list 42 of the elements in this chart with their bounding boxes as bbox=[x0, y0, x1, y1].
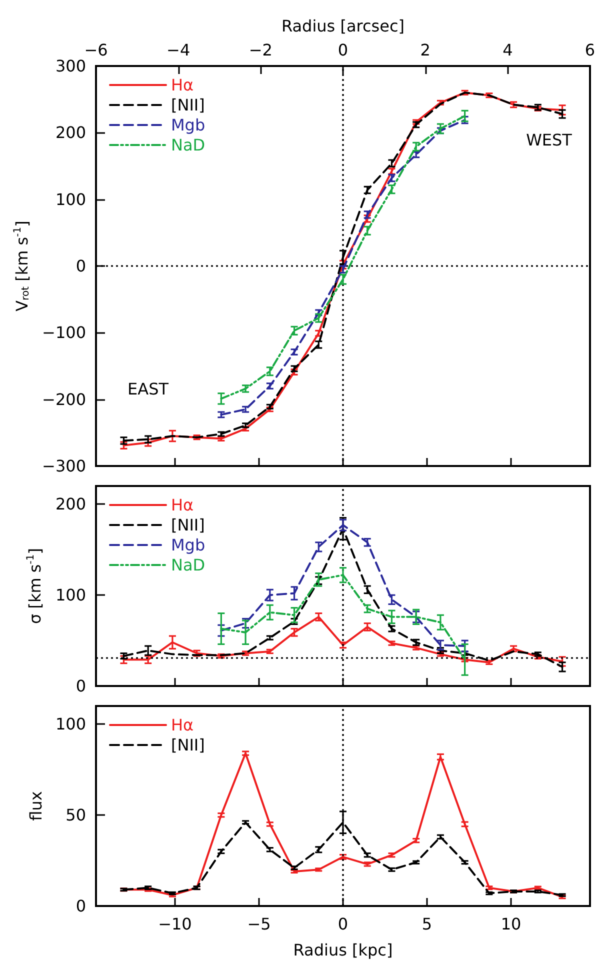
x2-tick-label: 6 bbox=[584, 40, 596, 60]
legend-label: Mgb bbox=[171, 116, 206, 134]
y-tick-label: 200 bbox=[55, 494, 86, 514]
legend-label: Hα bbox=[171, 76, 194, 94]
x-tick-label: −5 bbox=[247, 914, 271, 934]
legend-label: Mgb bbox=[171, 536, 206, 554]
y-axis-title: flux bbox=[26, 791, 46, 821]
y-tick-label: 100 bbox=[55, 586, 86, 605]
y-tick-label: −200 bbox=[42, 390, 86, 409]
annotation: EAST bbox=[128, 380, 169, 398]
y-tick-label: 200 bbox=[55, 123, 86, 142]
x-tick-label: 0 bbox=[338, 914, 348, 934]
y-tick-label: 50 bbox=[66, 806, 86, 825]
x-tick-label: 10 bbox=[500, 914, 522, 934]
y-tick-label: 0 bbox=[76, 676, 86, 696]
legend-label: [NII] bbox=[171, 516, 205, 534]
y-tick-label: −300 bbox=[42, 456, 86, 476]
x-tick-label: 5 bbox=[422, 914, 432, 934]
x2-tick-label: −2 bbox=[248, 40, 272, 60]
x-tick-label: −10 bbox=[158, 914, 192, 934]
x2-tick-label: 0 bbox=[338, 40, 348, 60]
x2-tick-label: 2 bbox=[420, 40, 430, 60]
legend-label: [NII] bbox=[171, 96, 205, 114]
legend-label: [NII] bbox=[171, 736, 205, 754]
legend-label: Hα bbox=[171, 716, 194, 734]
y-tick-label: 300 bbox=[55, 56, 86, 76]
y-axis-title: Vrot [km s-1] bbox=[12, 220, 32, 312]
legend-label: NaD bbox=[171, 556, 206, 574]
x2-tick-label: −6 bbox=[84, 40, 108, 60]
y-tick-label: 100 bbox=[55, 190, 86, 209]
y-axis-title: σ [km s-1] bbox=[26, 548, 44, 624]
x-axis-title: Radius [kpc] bbox=[293, 940, 393, 960]
y-tick-label: −100 bbox=[42, 323, 86, 342]
y-tick-label: 0 bbox=[76, 256, 86, 276]
y-tick-label: 0 bbox=[76, 896, 86, 916]
annotation: WEST bbox=[526, 130, 572, 150]
legend-label: Hα bbox=[171, 496, 194, 514]
legend-label: NaD bbox=[171, 136, 206, 154]
x2-tick-label: 4 bbox=[502, 40, 513, 60]
x2-axis-title: Radius [arcsec] bbox=[281, 16, 405, 36]
x2-tick-label: −4 bbox=[166, 40, 190, 60]
y-tick-label: 100 bbox=[55, 714, 86, 734]
